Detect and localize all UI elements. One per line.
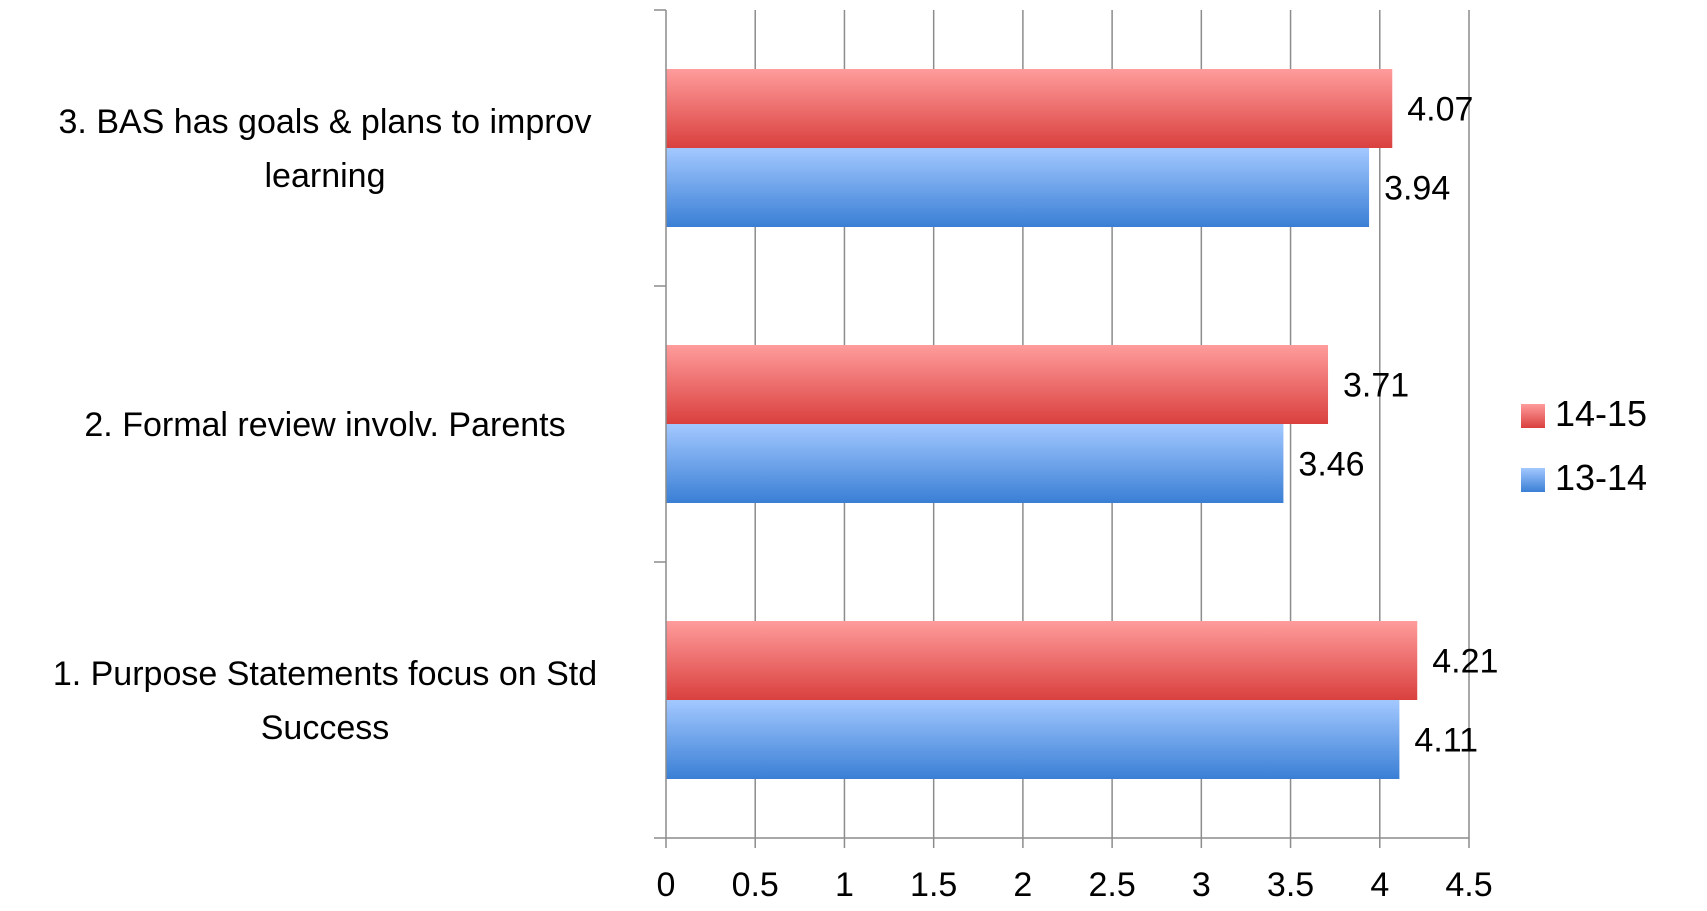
bar-14-15-3 — [666, 69, 1393, 148]
bars — [666, 69, 1418, 779]
x-tick-label: 4 — [1370, 866, 1389, 904]
data-label: 4.07 — [1407, 91, 1473, 129]
labels: 0 0.5 1 1.5 2 2.5 3 3.5 4 4.5 4.21 4.11 1. Purpose S… — [53, 91, 1499, 905]
legend-label: 13-14 — [1555, 457, 1647, 498]
x-tick-label: 2.5 — [1088, 866, 1135, 904]
data-label: 4.21 — [1432, 643, 1498, 681]
data-label: 3.46 — [1298, 446, 1364, 484]
data-label: 3.71 — [1343, 367, 1409, 405]
bar-13-14-1 — [666, 700, 1400, 779]
x-tick-label: 3 — [1192, 866, 1211, 904]
x-tick-label: 3.5 — [1267, 866, 1314, 904]
bar-13-14-2 — [666, 424, 1284, 503]
x-tick-label: 1.5 — [910, 866, 957, 904]
y-category-label-line: 3. BAS has goals & plans to improv — [59, 103, 592, 141]
legend-label: 14-15 — [1555, 393, 1647, 434]
x-tick-label: 1 — [835, 866, 854, 904]
y-category-label: 3. BAS has goals & plans to improv learni… — [59, 103, 592, 195]
legend: 14-15 13-14 — [1521, 393, 1647, 498]
y-category-label-line: 1. Purpose Statements focus on Std — [53, 655, 597, 693]
data-label: 3.94 — [1384, 170, 1450, 208]
legend-swatch — [1521, 404, 1545, 428]
y-category-label-line: learning — [265, 157, 386, 195]
x-tick-label: 2 — [1013, 866, 1032, 904]
y-category-label: 1. Purpose Statements focus on Std Succes… — [53, 655, 597, 747]
x-tick-label: 4.5 — [1445, 866, 1492, 904]
legend-swatch — [1521, 468, 1545, 492]
x-tick-label: 0.5 — [732, 866, 779, 904]
data-label: 4.11 — [1414, 722, 1478, 760]
x-tick-label: 0 — [657, 866, 676, 904]
y-category-label: 2. Formal review involv. Parents — [84, 406, 565, 444]
bar-13-14-3 — [666, 148, 1370, 227]
bar-14-15-1 — [666, 621, 1418, 700]
y-category-label-line: 2. Formal review involv. Parents — [84, 406, 565, 444]
bar-14-15-2 — [666, 345, 1329, 424]
y-category-label-line: Success — [261, 709, 390, 747]
axes — [654, 9, 1470, 848]
